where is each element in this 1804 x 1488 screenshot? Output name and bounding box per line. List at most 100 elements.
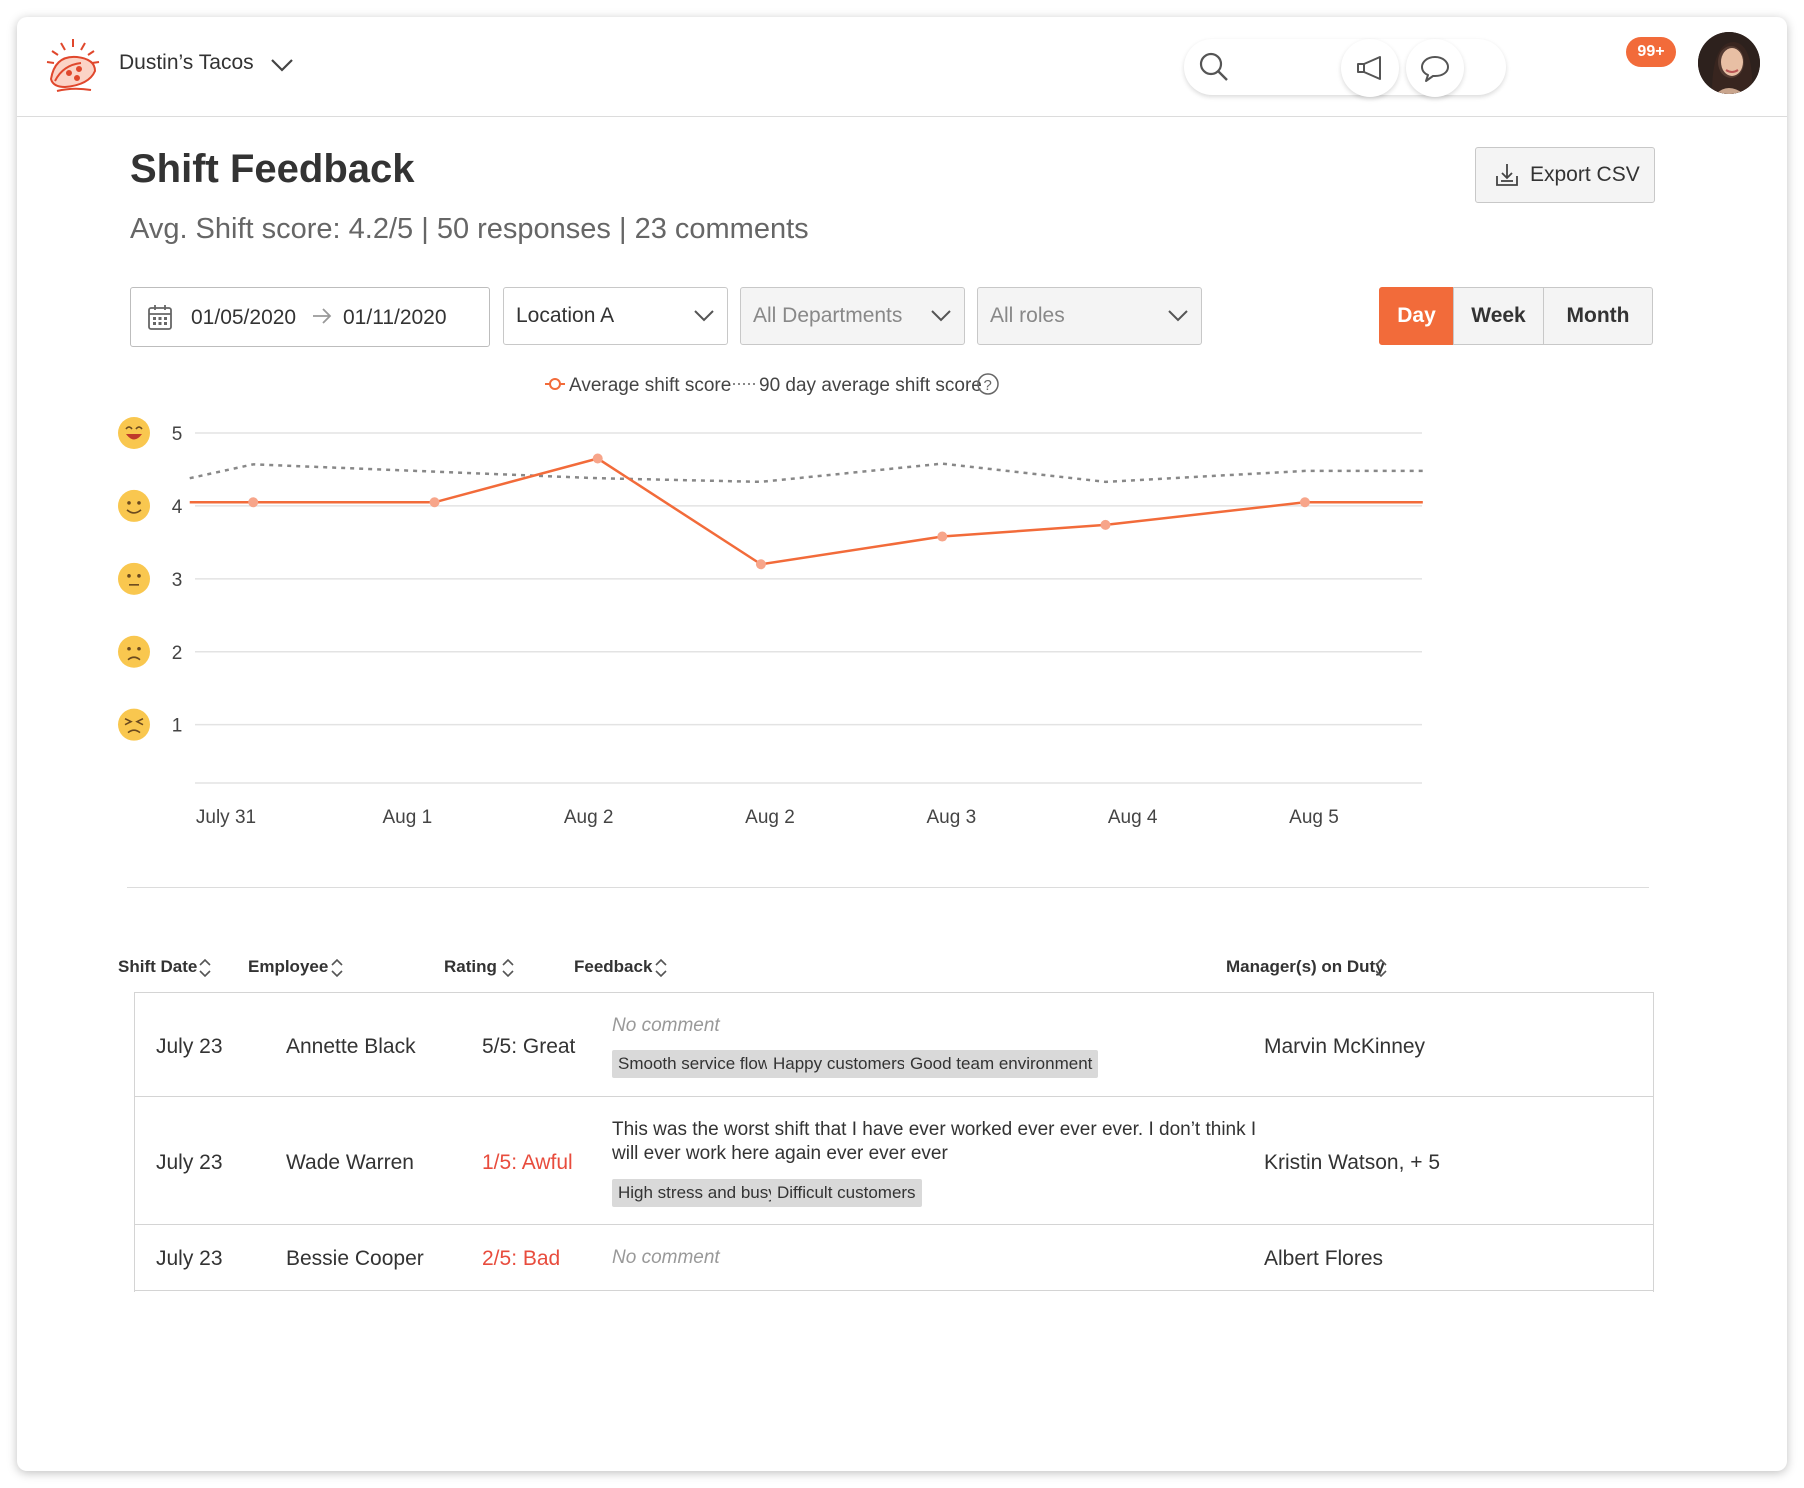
y-tick-label: 2	[172, 643, 183, 664]
column-header-feedback[interactable]: Feedback	[574, 957, 667, 978]
chat-bubble-icon	[1421, 56, 1449, 82]
series-90-day-average-line	[189, 462, 1423, 484]
taco-logo-icon[interactable]	[41, 33, 105, 97]
data-point	[937, 531, 948, 542]
x-tick-label: July 31	[196, 807, 256, 828]
shift-date-cell: July 23	[156, 1247, 223, 1270]
data-point	[429, 497, 440, 508]
section-divider	[127, 887, 1649, 888]
export-csv-label: Export CSV	[1530, 163, 1640, 186]
brand-name[interactable]: Dustin’s Tacos	[119, 51, 254, 74]
series-average-shift-score-line	[189, 457, 1423, 566]
chevron-down-icon	[1168, 310, 1188, 322]
employee-cell: Annette Black	[286, 1035, 416, 1058]
roles-dropdown[interactable]: All roles	[977, 287, 1202, 345]
feedback-tag: Happy customers	[767, 1050, 912, 1078]
announcements-button[interactable]	[1341, 39, 1399, 97]
feedback-tag: Good team environment	[904, 1050, 1099, 1078]
date-start: 01/05/2020	[191, 306, 297, 329]
page-title: Shift Feedback	[130, 147, 415, 191]
search-icon	[1199, 52, 1228, 81]
x-tick-label: Aug 5	[1289, 807, 1339, 828]
rating-cell: 5/5: Great	[482, 1035, 576, 1058]
sort-icon	[1375, 958, 1387, 978]
manager-cell: Marvin McKinney	[1264, 1035, 1426, 1058]
sort-icon	[655, 958, 667, 978]
shift-date-cell: July 23	[156, 1151, 223, 1174]
chart-grid	[195, 432, 1422, 784]
notifications-badge: 99+	[1626, 37, 1676, 67]
chevron-down-icon	[931, 310, 951, 322]
legend-90day-label: 90 day average shift score	[759, 375, 982, 396]
table-row[interactable]: July 23 Annette Black 5/5: Great No comm…	[135, 993, 1653, 1097]
column-header-managers[interactable]: Manager(s) on Duty	[1226, 957, 1387, 978]
app-window: Dustin’s Tacos 99+	[17, 17, 1787, 1471]
feedback-text: No comment	[612, 1247, 720, 1268]
feedback-text: No comment	[612, 1015, 720, 1036]
roles-value: All roles	[990, 304, 1065, 327]
feedback-tag: Difficult customers	[771, 1179, 922, 1207]
calendar-icon	[148, 305, 172, 330]
data-point	[1299, 497, 1310, 508]
departments-dropdown[interactable]: All Departments	[740, 287, 965, 345]
y-axis-ticks: 5 4 3 2 1	[172, 424, 183, 737]
data-point	[248, 497, 259, 508]
data-point	[592, 453, 603, 464]
granularity-day-button[interactable]: Day	[1379, 287, 1454, 345]
legend-marker-swatch	[549, 378, 561, 390]
legend-average-label: Average shift score	[569, 375, 731, 396]
top-bar: Dustin’s Tacos 99+	[17, 17, 1787, 117]
y-axis-emojis	[118, 417, 150, 741]
column-header-shift-date[interactable]: Shift Date	[118, 957, 211, 978]
y-tick-label: 1	[172, 716, 183, 737]
x-tick-label: Aug 4	[1108, 807, 1158, 828]
score-2-emoji-icon	[118, 635, 150, 668]
manager-cell: Kristin Watson, + 5	[1264, 1151, 1441, 1174]
chevron-down-icon[interactable]	[269, 55, 295, 75]
column-header-rating[interactable]: Rating	[444, 957, 514, 978]
export-csv-button[interactable]: Export CSV	[1475, 147, 1655, 203]
megaphone-icon	[1357, 56, 1381, 80]
employee-cell: Bessie Cooper	[286, 1247, 424, 1270]
sort-icon	[502, 958, 514, 978]
score-1-emoji-icon	[118, 708, 150, 741]
score-3-emoji-icon	[118, 562, 150, 595]
granularity-week-button[interactable]: Week	[1453, 287, 1544, 345]
avatar[interactable]	[1698, 32, 1760, 94]
messages-button[interactable]	[1406, 39, 1464, 97]
chart-series	[189, 453, 1423, 570]
feedback-text-line-1: This was the worst shift that I have eve…	[612, 1119, 1257, 1140]
score-5-emoji-icon	[118, 417, 150, 449]
y-tick-label: 4	[172, 497, 183, 518]
x-tick-label: Aug 1	[383, 807, 433, 828]
x-tick-label: Aug 2	[745, 807, 795, 828]
column-header-employee[interactable]: Employee	[248, 957, 343, 978]
sort-icon	[331, 958, 343, 978]
rating-cell: 1/5: Awful	[482, 1151, 573, 1174]
x-axis-ticks: July 31 Aug 1 Aug 2 Aug 2 Aug 3 Aug 4 Aug 5	[196, 807, 1339, 828]
score-4-emoji-icon	[118, 489, 150, 522]
download-icon	[1496, 164, 1518, 186]
chevron-down-icon	[694, 310, 714, 322]
location-value: Location A	[516, 304, 615, 327]
location-dropdown[interactable]: Location A	[503, 287, 728, 345]
feedback-tag: Smooth service flow	[612, 1050, 777, 1078]
rating-cell: 2/5: Bad	[482, 1247, 561, 1270]
data-point	[755, 559, 766, 570]
granularity-month-button[interactable]: Month	[1543, 287, 1653, 345]
legend: Average shift score 90 day average shift…	[545, 373, 999, 396]
svg-text:?: ?	[984, 377, 992, 394]
x-tick-label: Aug 3	[927, 807, 977, 828]
table-row[interactable]: July 23 Bessie Cooper 2/5: Bad No commen…	[135, 1225, 1653, 1291]
summary-stats: Avg. Shift score: 4.2/5 | 50 responses |…	[130, 213, 809, 245]
arrow-right-icon	[313, 308, 332, 324]
data-point	[1100, 519, 1111, 530]
feedback-text-line-2: will ever work here again ever ever ever	[612, 1143, 948, 1164]
date-range-picker[interactable]: 01/05/2020 01/11/2020	[130, 287, 490, 347]
manager-cell: Albert Flores	[1264, 1247, 1384, 1270]
sort-icon	[199, 958, 211, 978]
shift-date-cell: July 23	[156, 1035, 223, 1058]
y-tick-label: 5	[172, 424, 183, 445]
help-icon[interactable]: ?	[977, 373, 999, 395]
table-row[interactable]: July 23 Wade Warren 1/5: Awful This was …	[135, 1097, 1653, 1225]
